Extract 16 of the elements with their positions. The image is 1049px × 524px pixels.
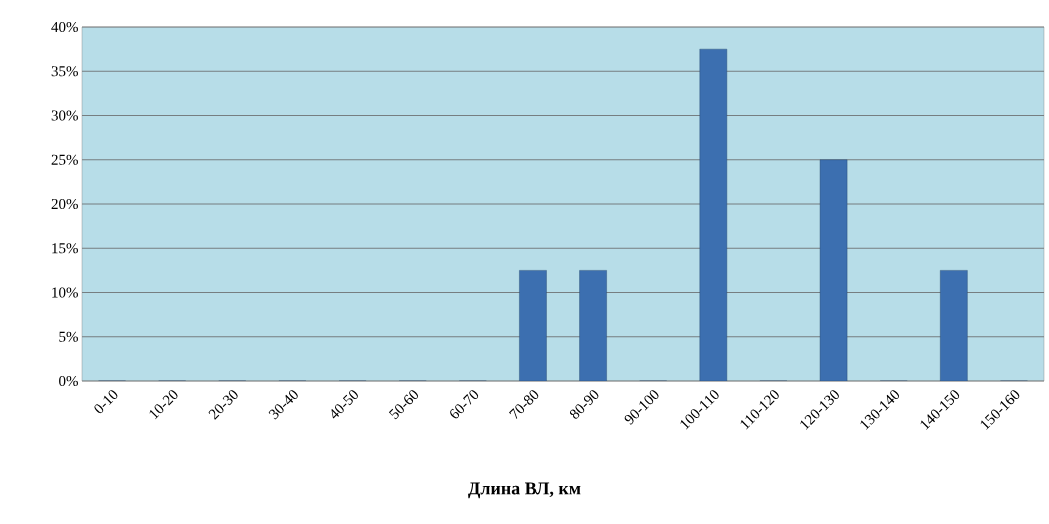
y-tick-label: 35%	[51, 66, 78, 77]
bar	[940, 270, 968, 381]
y-tick-label: 0%	[59, 375, 78, 387]
bar	[519, 270, 547, 381]
bar	[699, 48, 728, 381]
y-tick-label: 10%	[52, 287, 78, 298]
x-axis-title: Длина ВЛ, км	[468, 482, 581, 499]
y-tick-label: 25%	[51, 154, 78, 165]
bar	[819, 159, 848, 381]
y-tick-label: 15%	[52, 243, 78, 254]
x-tick-label: 0-10	[94, 390, 118, 414]
bar	[579, 270, 607, 381]
y-tick-label: 30%	[51, 110, 78, 121]
y-tick-label: 5%	[59, 331, 78, 342]
y-tick-label: 40%	[51, 21, 78, 33]
y-tick-label: 20%	[51, 198, 78, 210]
